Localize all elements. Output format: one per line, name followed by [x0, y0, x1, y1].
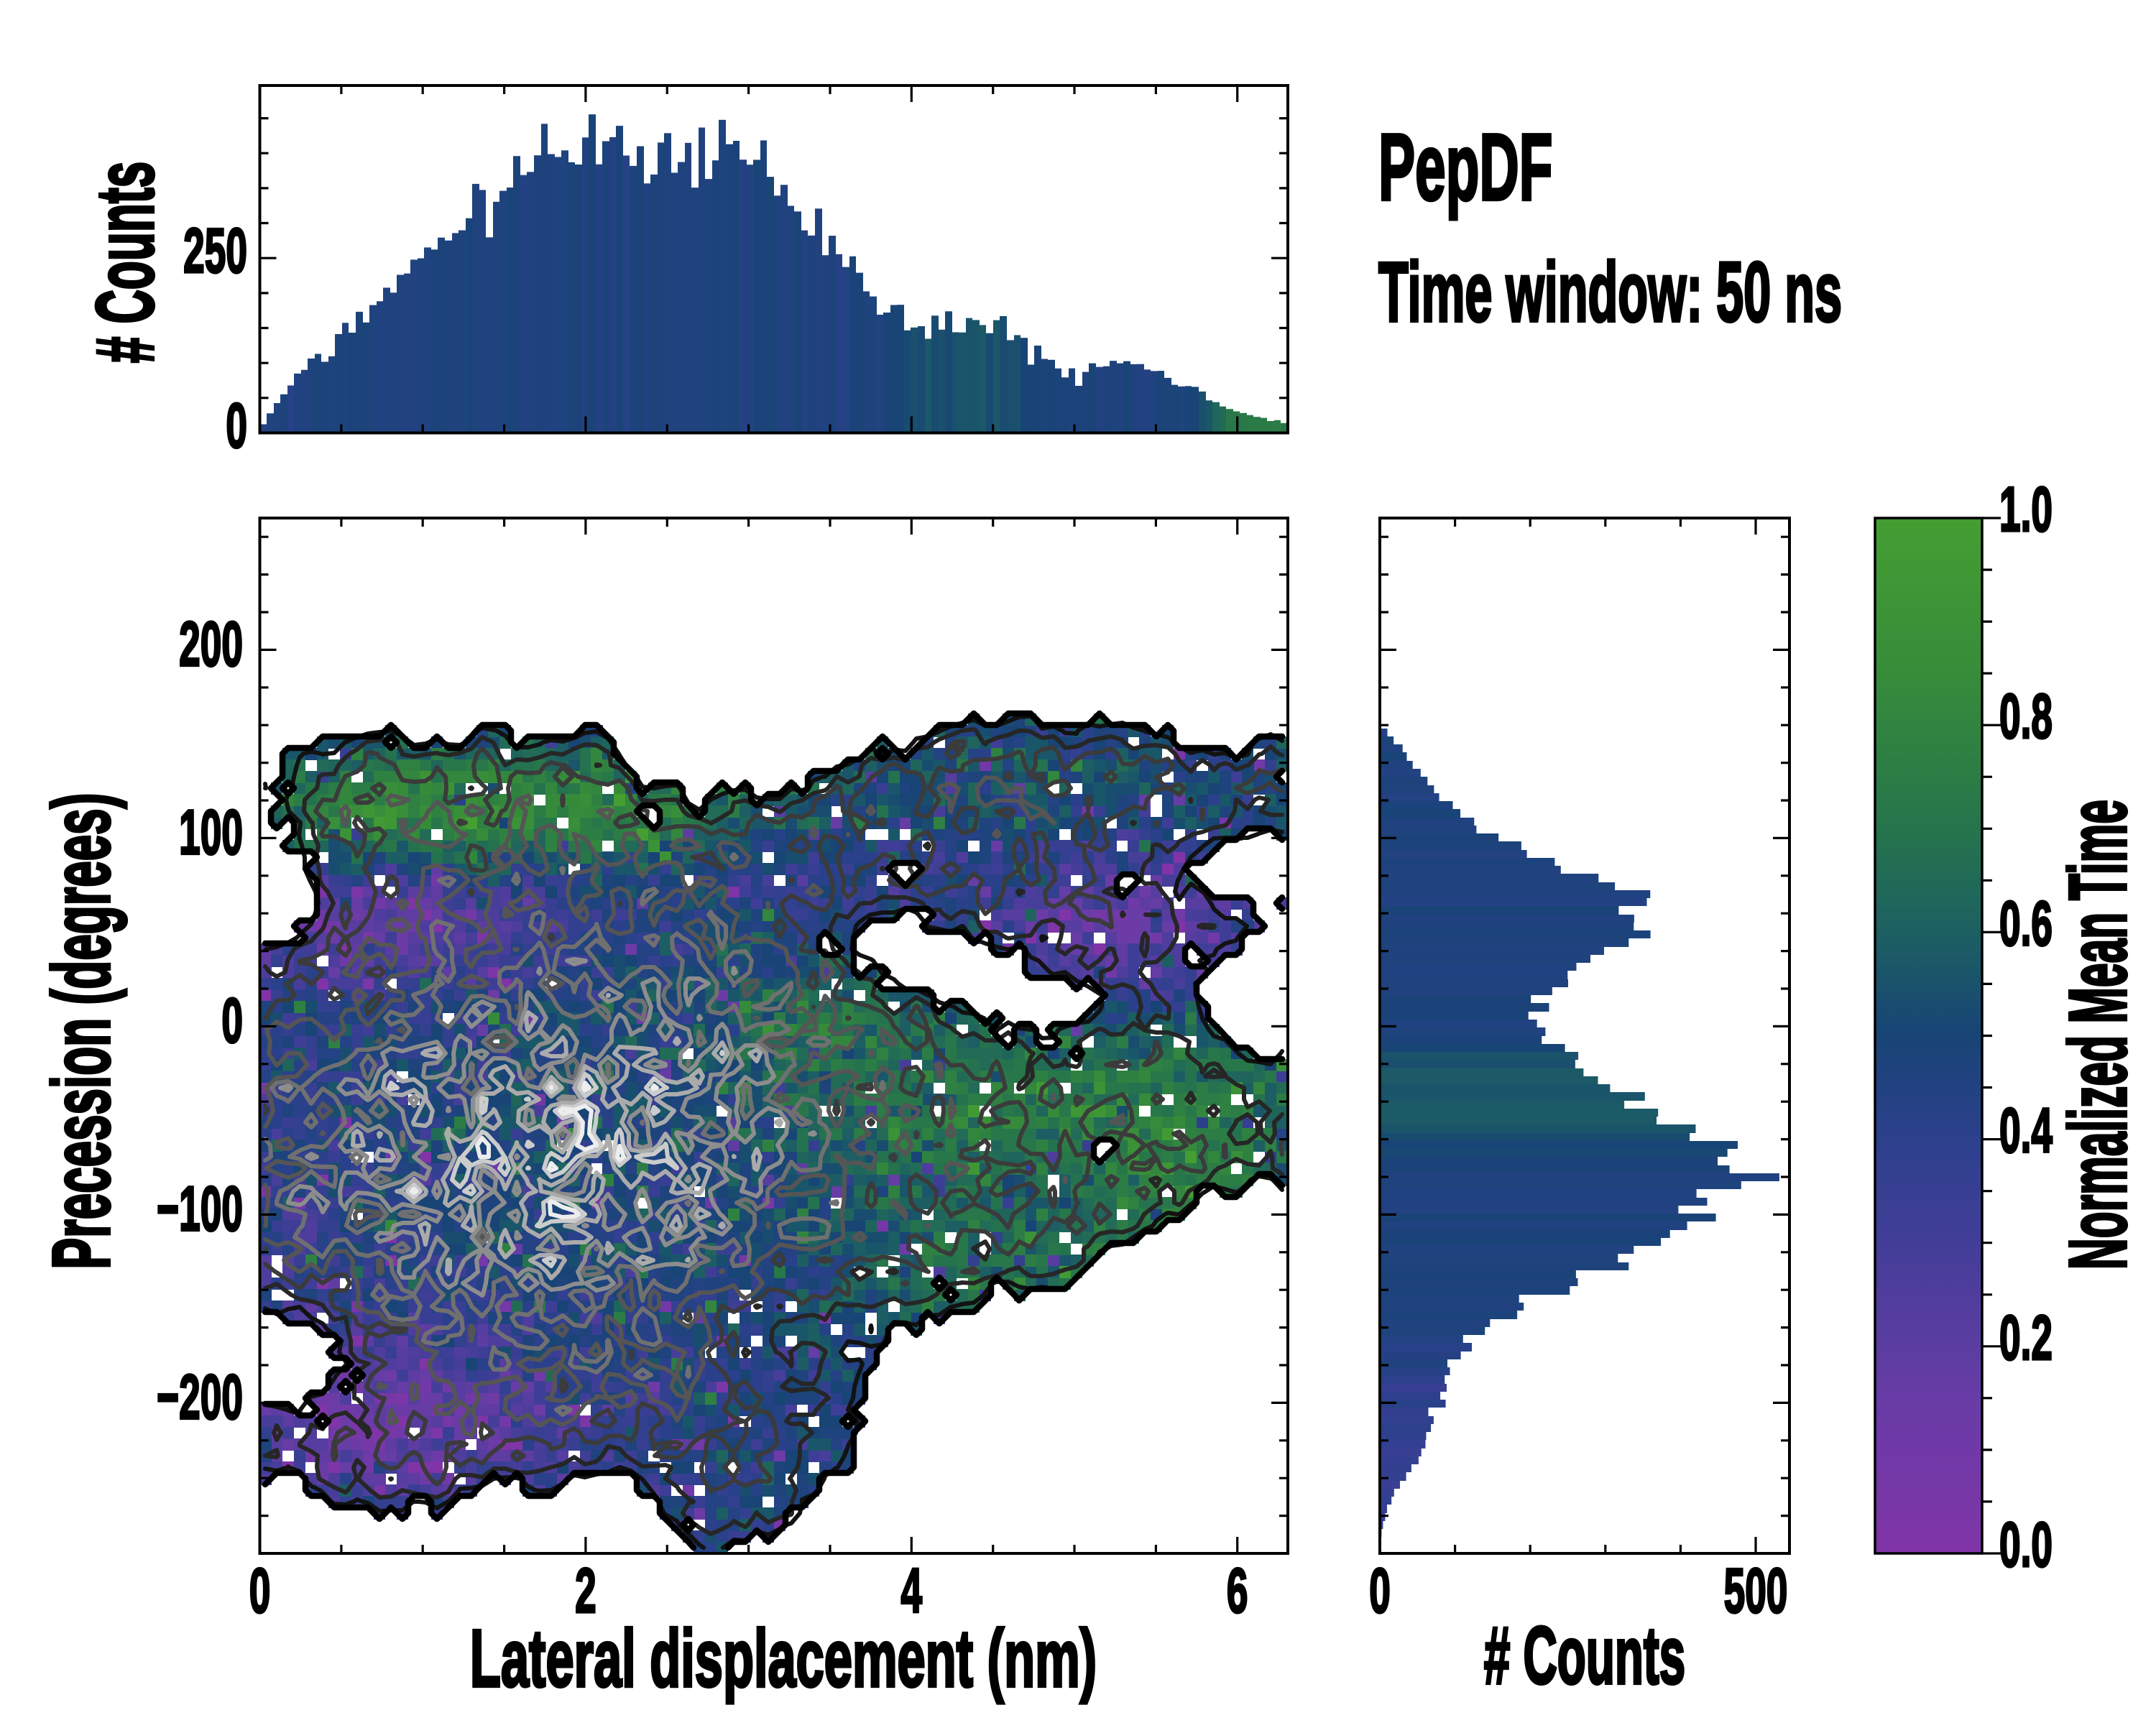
svg-text:1.0: 1.0 [1999, 474, 2053, 545]
svg-text:−100: −100 [157, 1174, 243, 1244]
svg-text:0.0: 0.0 [1999, 1510, 2053, 1580]
svg-text:0: 0 [1369, 1556, 1391, 1626]
svg-text:250: 250 [183, 216, 247, 287]
svg-text:# Counts: # Counts [79, 162, 170, 363]
svg-text:0: 0 [249, 1556, 271, 1626]
svg-text:200: 200 [179, 609, 243, 680]
svg-text:Lateral displacement (nm): Lateral displacement (nm) [470, 1613, 1097, 1704]
svg-text:# Counts: # Counts [1484, 1609, 1685, 1701]
svg-text:−200: −200 [157, 1362, 243, 1433]
svg-text:2: 2 [575, 1556, 596, 1626]
svg-text:6: 6 [1227, 1556, 1248, 1626]
svg-text:0.4: 0.4 [1999, 1096, 2053, 1166]
svg-text:0: 0 [221, 986, 243, 1056]
svg-text:Precession (degrees): Precession (degrees) [35, 793, 126, 1270]
svg-text:PepDF: PepDF [1378, 114, 1552, 220]
svg-text:0.6: 0.6 [1999, 889, 2053, 959]
svg-text:Normalized Mean Time: Normalized Mean Time [2053, 800, 2144, 1270]
svg-text:4: 4 [900, 1556, 922, 1626]
svg-text:500: 500 [1724, 1556, 1788, 1626]
svg-text:100: 100 [179, 798, 243, 868]
svg-text:Time window: 50 ns: Time window: 50 ns [1378, 246, 1842, 340]
svg-text:0.8: 0.8 [1999, 682, 2053, 752]
svg-text:0.2: 0.2 [1999, 1303, 2053, 1373]
svg-text:0: 0 [226, 391, 247, 461]
